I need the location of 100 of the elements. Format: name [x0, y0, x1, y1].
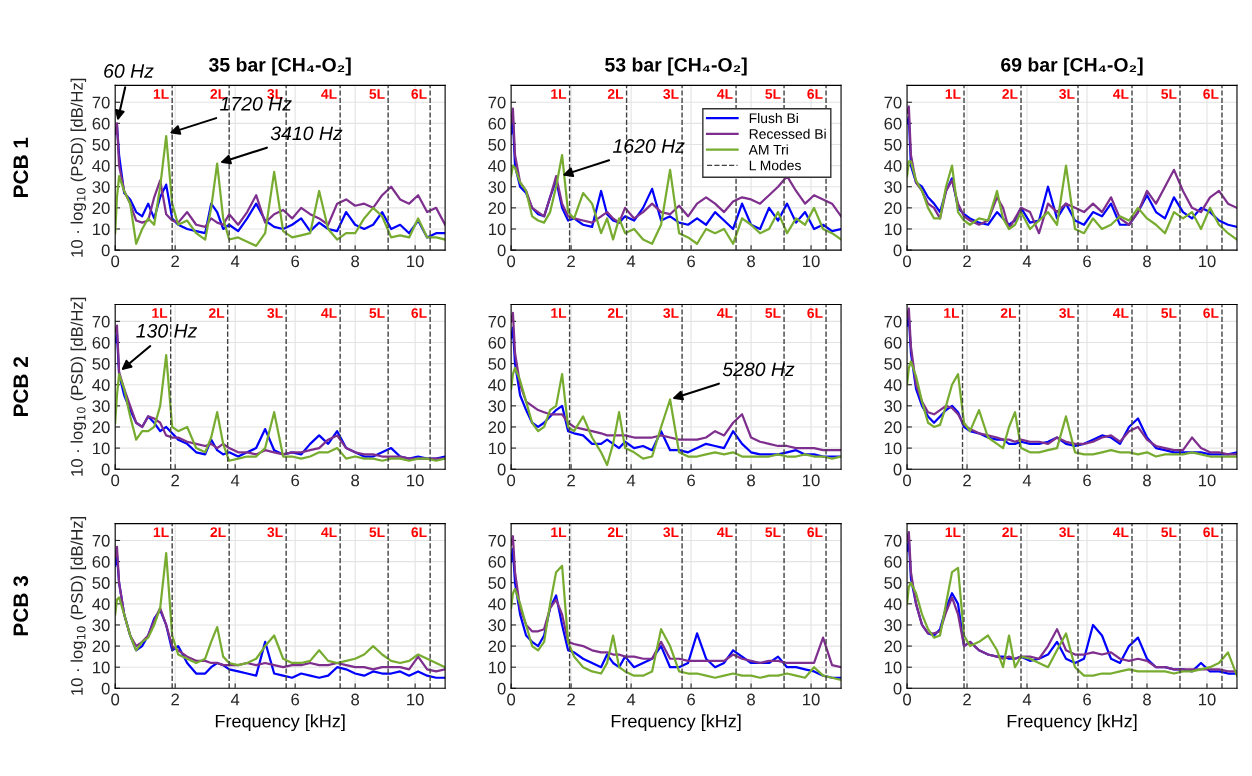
x-tick-label: 6: [687, 255, 695, 268]
y-tick-label: 50: [92, 358, 110, 370]
ref-line-label: 6L: [411, 89, 427, 99]
y-tick-label: 30: [92, 400, 110, 413]
x-tick-label: 4: [1022, 255, 1032, 268]
ref-line-label: 2L: [1002, 89, 1018, 99]
line-series: [511, 153, 842, 245]
y-tick-label: 50: [884, 577, 902, 589]
ref-line-label: 6L: [807, 527, 823, 538]
y-tick-label: 50: [488, 358, 506, 370]
x-tick-label: 8: [351, 474, 360, 487]
x-tick-label: 10: [407, 474, 424, 487]
y-tick-label: 70: [884, 96, 902, 109]
annotation: 60 Hz: [104, 64, 154, 78]
ref-line-label: 3L: [267, 527, 283, 538]
text: PCB 2: [13, 356, 29, 417]
y-tick-label: 10: [93, 442, 110, 455]
ref-line-label: 3L: [1059, 89, 1075, 99]
y-tick-label: 70: [488, 534, 506, 547]
y-tick-label: 10: [93, 661, 110, 674]
y-tick-label: 70: [488, 96, 506, 109]
x-tick-label: 4: [230, 474, 240, 487]
y-tick-label: 10: [884, 442, 902, 455]
ref-line-label: 6L: [411, 308, 427, 318]
y-tick-label: 20: [884, 202, 902, 215]
y-tick-label: 0: [893, 244, 902, 257]
y-tick-label: 10: [93, 223, 110, 236]
chart-title: 53 bar [CH₄-O₂]: [605, 57, 747, 76]
x-tick-label: 6: [687, 474, 695, 487]
chart-title: 69 bar [CH₄-O₂]: [1001, 57, 1143, 76]
x-tick-label: 0: [507, 255, 516, 268]
legend-label: Recessed Bi: [749, 128, 826, 139]
y-tick-label: 60: [92, 336, 110, 349]
x-tick-label: 0: [507, 693, 516, 706]
x-tick-label: 2: [567, 255, 575, 268]
ref-line-label: 5L: [765, 308, 781, 318]
x-tick-label: 2: [567, 474, 575, 487]
y-tick-label: 40: [884, 379, 902, 391]
ref-line-label: 5L: [1161, 308, 1177, 318]
y-tick-label: 30: [92, 619, 110, 632]
line-series: [907, 566, 1237, 677]
y-tick-label: 0: [101, 682, 110, 695]
x-tick-label: 8: [747, 255, 755, 268]
y-tick-label: 50: [884, 138, 902, 151]
y-tick-label: 10: [488, 223, 506, 236]
y-tick-label: 10: [884, 661, 902, 674]
x-tick-label: 8: [747, 693, 755, 706]
ref-line-label: 5L: [765, 527, 781, 538]
ref-line-label: 6L: [807, 89, 823, 99]
x-axis-title: Frequency [kHz]: [215, 714, 345, 732]
y-tick-label: 20: [884, 640, 902, 653]
y-tick-label: 60: [488, 555, 506, 568]
y-tick-label: 20: [488, 421, 506, 434]
line-series: [115, 354, 446, 462]
y-tick-label: 40: [488, 598, 506, 611]
x-tick-label: 6: [687, 693, 695, 706]
ref-line-label: 2L: [607, 308, 624, 318]
ref-line-label: 2L: [208, 308, 225, 318]
ref-line-label: 2L: [607, 89, 624, 99]
annotation: L Modes: [749, 160, 801, 171]
y-tick-label: 60: [884, 555, 902, 568]
ref-line-label: 4L: [717, 308, 733, 318]
x-tick-label: 8: [1143, 693, 1151, 706]
y-tick-label: 0: [497, 682, 506, 695]
y-tick-label: 60: [92, 117, 110, 130]
y-tick-label: 50: [92, 577, 110, 589]
x-tick-label: 10: [407, 255, 424, 268]
y-tick-label: 20: [488, 202, 506, 215]
ref-line-label: 6L: [807, 308, 823, 318]
x-tick-label: 6: [1083, 474, 1091, 487]
y-tick-label: 0: [497, 463, 506, 476]
ref-line-label: 4L: [321, 527, 337, 537]
y-tick-label: 30: [488, 400, 506, 413]
ref-line-label: 3L: [663, 527, 679, 538]
ref-line-label: 2L: [210, 89, 226, 99]
y-tick-label: 30: [92, 181, 110, 193]
ref-line-label: 3L: [267, 308, 283, 318]
ref-line-label: 1L: [945, 527, 961, 537]
x-tick-label: 6: [1083, 255, 1091, 268]
y-tick-label: 0: [893, 682, 902, 695]
ref-line-label: 1L: [153, 89, 169, 99]
y-tick-label: 30: [884, 400, 902, 413]
line-series: [907, 360, 1237, 458]
y-tick-label: 50: [92, 138, 110, 151]
ref-line-label: 1L: [945, 89, 961, 99]
y-tick-label: 70: [92, 315, 110, 328]
x-tick-label: 2: [171, 693, 179, 706]
x-tick-label: 2: [963, 693, 971, 706]
y-tick-label: 70: [92, 534, 110, 547]
y-axis-title: 10 · log$_{10}$ (PSD) [dB/Hz]: [70, 78, 87, 257]
y-tick-label: 0: [893, 463, 902, 476]
y-tick-label: 40: [884, 160, 902, 172]
x-tick-label: 4: [230, 255, 240, 268]
x-tick-label: 6: [1083, 693, 1091, 706]
annotation: 3410 Hz: [270, 126, 343, 141]
ref-line-label: 4L: [321, 308, 337, 318]
ref-line-label: 5L: [765, 89, 781, 99]
y-tick-label: 30: [884, 181, 902, 193]
y-tick-label: 60: [884, 336, 902, 349]
ref-line-label: 5L: [1161, 527, 1177, 538]
